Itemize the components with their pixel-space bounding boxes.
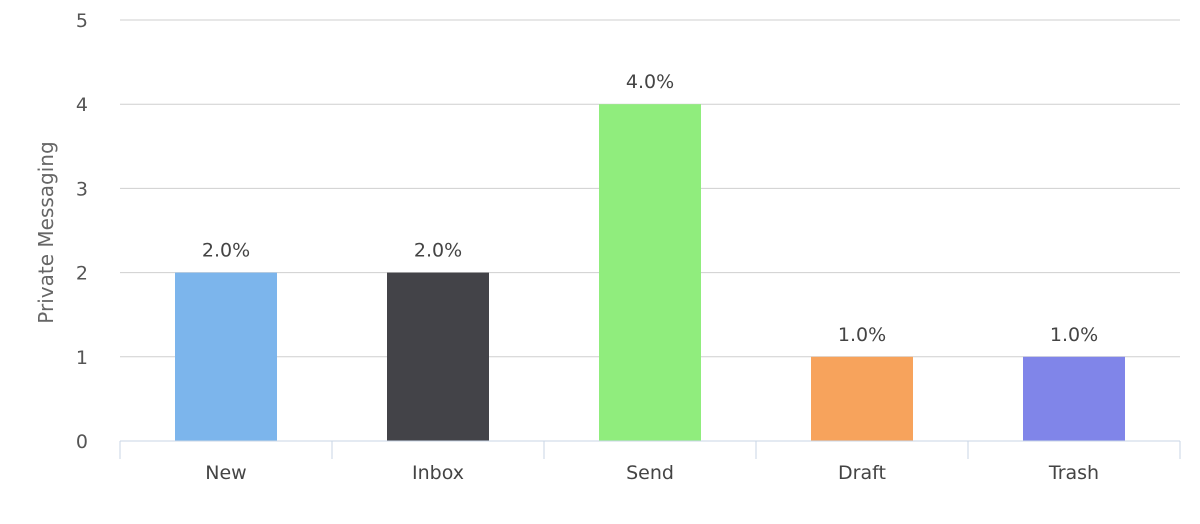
x-axis: New Inbox Send Draft Trash [119, 440, 1181, 484]
bar-inbox[interactable] [387, 272, 489, 441]
bar-new[interactable] [175, 272, 277, 441]
y-tick-label: 1 [76, 347, 88, 369]
x-tick-label: New [205, 462, 246, 484]
y-tick-label: 5 [76, 10, 88, 32]
y-tick-label: 3 [76, 178, 88, 200]
bars [175, 104, 1125, 441]
data-labels: 2.0% 2.0% 4.0% 1.0% 1.0% [202, 71, 1098, 346]
bar-draft[interactable] [811, 356, 913, 441]
y-tick-label: 2 [76, 263, 88, 285]
data-label: 4.0% [626, 71, 674, 93]
data-label: 2.0% [202, 240, 250, 262]
bar-trash[interactable] [1023, 356, 1125, 441]
y-axis-title: Private Messaging [34, 141, 58, 323]
x-tick-label: Trash [1048, 462, 1099, 484]
x-tick-label: Inbox [412, 462, 464, 484]
data-label: 1.0% [1050, 324, 1098, 346]
y-tick-label: 4 [76, 94, 88, 116]
data-label: 1.0% [838, 324, 886, 346]
bar-send[interactable] [599, 104, 701, 441]
y-tick-label: 0 [76, 431, 88, 453]
x-tick-label: Draft [838, 462, 886, 484]
x-tick-label: Send [626, 462, 674, 484]
data-label: 2.0% [414, 240, 462, 262]
